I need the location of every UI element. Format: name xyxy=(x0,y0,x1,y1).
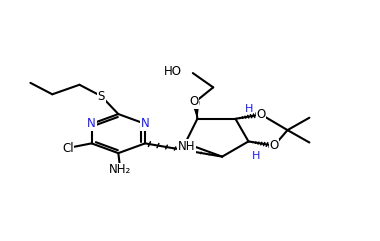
Text: O: O xyxy=(189,95,198,108)
Text: Cl: Cl xyxy=(62,142,74,155)
Text: H: H xyxy=(244,104,253,114)
Text: N: N xyxy=(141,117,149,130)
Text: H: H xyxy=(252,151,260,161)
Text: N: N xyxy=(87,117,96,130)
Text: HO: HO xyxy=(163,65,182,78)
Text: S: S xyxy=(98,90,105,103)
Polygon shape xyxy=(192,101,200,119)
Text: O: O xyxy=(269,139,279,152)
Text: O: O xyxy=(256,108,266,121)
Text: NH₂: NH₂ xyxy=(109,163,131,176)
Text: NH: NH xyxy=(178,140,195,153)
